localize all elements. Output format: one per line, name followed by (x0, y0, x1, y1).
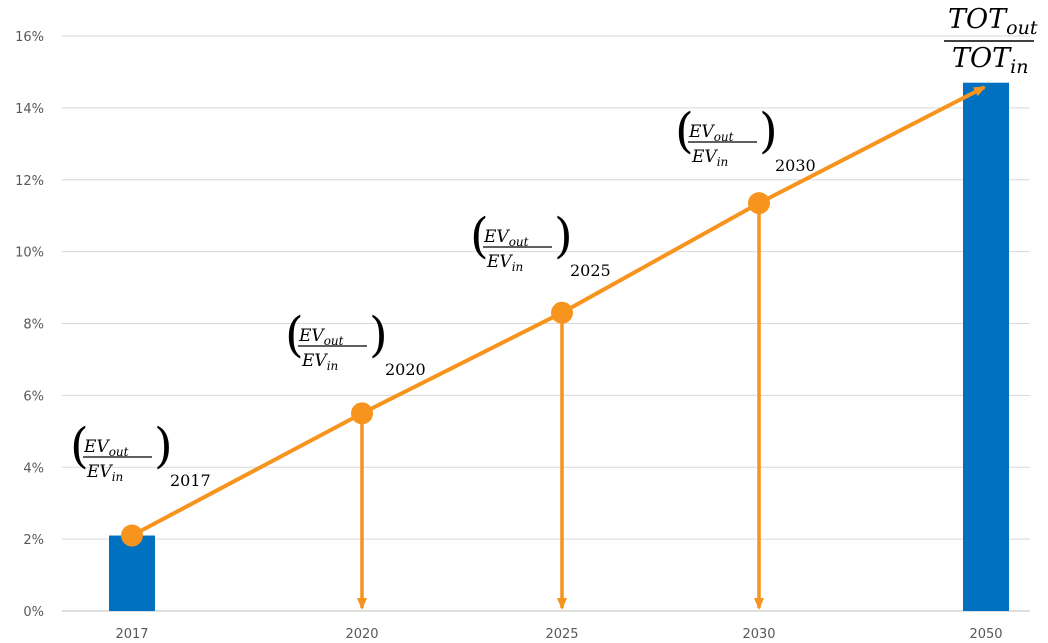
x-tick-label: 2030 (742, 627, 775, 642)
numerator: EVout (688, 122, 734, 144)
paren-right: ) (369, 307, 388, 363)
data-point (121, 524, 143, 547)
paren-right: ) (154, 418, 173, 474)
paren-right: ) (759, 103, 778, 159)
ratio-annotation-2020: (EVout EVin)2020 (285, 307, 426, 379)
x-tick-label: 2050 (969, 627, 1002, 642)
y-tick-label: 10% (15, 246, 44, 261)
y-tick-label: 4% (23, 461, 44, 476)
denominator: EVin (691, 147, 728, 169)
grid-layer (62, 35, 1030, 612)
numerator: EVout (83, 437, 129, 459)
denominator: EVin (301, 351, 338, 373)
y-tick-label: 16% (15, 30, 44, 45)
ratio-annotation-2025: (EVout EVin)2025 (470, 208, 611, 280)
x-tick-label: 2025 (545, 627, 578, 642)
y-tick-label: 0% (23, 605, 44, 620)
paren-left: ( (675, 103, 694, 159)
year-subscript: 2017 (170, 471, 211, 490)
y-tick-label: 8% (23, 318, 44, 333)
x-tick-label: 2020 (345, 627, 378, 642)
year-subscript: 2025 (570, 261, 611, 280)
numerator: EVout (483, 227, 529, 249)
y-tick-label: 12% (15, 174, 44, 189)
data-point (351, 402, 373, 425)
data-point (748, 192, 770, 215)
tot-numerator: TOTout (948, 4, 1038, 39)
paren-right: ) (554, 208, 573, 264)
axis-layer: 0% 2% 4% 6% 8% 10% 12% 14% 16% 2017 2020 2025 2030 20… (15, 30, 1002, 642)
paren-left: ( (470, 208, 489, 264)
ratio-annotation-2017: (EVout EVin)2017 (70, 418, 211, 490)
point-layer (121, 192, 770, 547)
paren-left: ( (70, 418, 89, 474)
tot-ratio-annotation: TOTout TOTin (944, 4, 1038, 78)
year-subscript: 2030 (775, 156, 816, 175)
y-tick-label: 14% (15, 102, 44, 117)
data-point (551, 301, 573, 324)
drop-arrow-layer (357, 203, 764, 610)
annotation-layer: (EVoutEVin)2017(EVoutEVin)2020(EVoutEVin… (70, 4, 1038, 490)
denominator: EVin (486, 252, 523, 274)
x-tick-label: 2017 (115, 627, 148, 642)
y-tick-label: 2% (23, 533, 44, 548)
ratio-annotation-2030: (EVout EVin)2030 (675, 103, 816, 175)
bar (963, 82, 1009, 611)
denominator: EVin (86, 462, 123, 484)
y-tick-label: 6% (23, 389, 44, 404)
tot-denominator: TOTin (952, 43, 1028, 78)
year-subscript: 2020 (385, 360, 426, 379)
bar-layer (109, 82, 1009, 611)
numerator: EVout (298, 326, 344, 348)
bar (109, 535, 155, 611)
paren-left: ( (285, 307, 304, 363)
